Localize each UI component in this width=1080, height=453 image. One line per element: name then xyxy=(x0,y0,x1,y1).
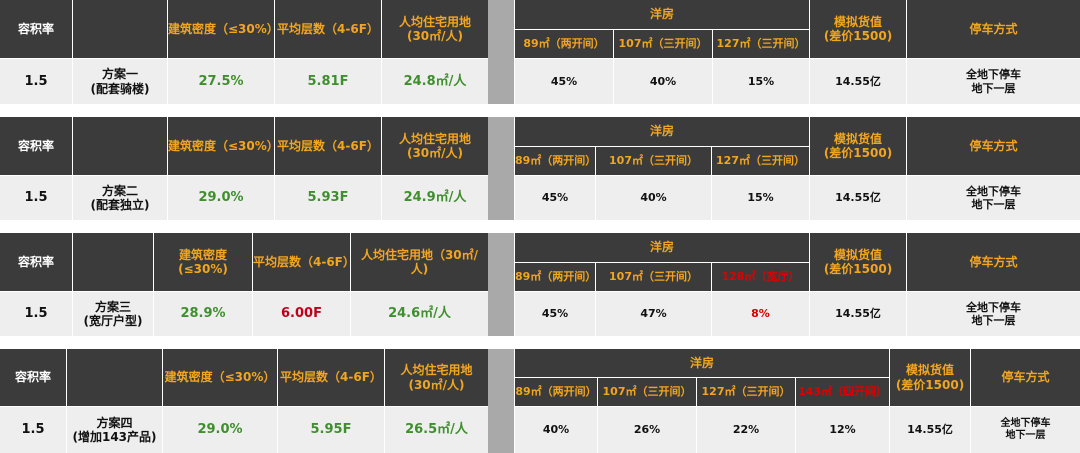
header-far: 容积率 xyxy=(0,233,72,291)
column-separator xyxy=(488,349,514,453)
header-far: 容积率 xyxy=(0,0,72,58)
header-unit-127: 127㎡（三开间） xyxy=(712,147,809,175)
header-yangfang: 洋房 xyxy=(515,349,889,377)
header-scheme-blank xyxy=(73,0,167,58)
land-value: 24.6㎡/人 xyxy=(351,292,488,336)
scheme-name: 方案四 (增加143产品) xyxy=(67,407,162,453)
header-value: 模拟货值 (差价1500) xyxy=(810,0,906,58)
header-land: 人均住宅用地 (30㎡/人) xyxy=(382,117,488,175)
header-density: 建筑密度 (≤30%) xyxy=(154,233,252,291)
header-unit-128: 128㎡（宽厅） xyxy=(712,263,809,291)
header-unit-89: 89㎡（两开间） xyxy=(515,378,597,406)
header-density: 建筑密度（≤30%） xyxy=(168,0,279,58)
parking-value: 全地下停车 地下一层 xyxy=(907,292,1080,336)
header-value: 模拟货值 (差价1500) xyxy=(810,117,906,175)
value-amount: 14.55亿 xyxy=(890,407,970,453)
land-value: 24.8㎡/人 xyxy=(382,59,488,104)
share-89: 45% xyxy=(515,59,613,104)
share-127: 22% xyxy=(697,407,795,453)
scheme-name: 方案一 (配套骑楼) xyxy=(73,59,167,104)
density-value: 29.0% xyxy=(168,176,274,220)
far-value: 1.5 xyxy=(0,292,72,336)
header-floors: 平均层数（4-6F） xyxy=(275,117,381,175)
header-land: 人均住宅用地 (30㎡/人) xyxy=(382,0,488,58)
value-amount: 14.55亿 xyxy=(810,176,906,220)
share-143: 12% xyxy=(796,407,889,453)
header-unit-143: 143㎡（四开间） xyxy=(796,378,889,406)
land-value: 26.5㎡/人 xyxy=(385,407,488,453)
floors-value: 5.93F xyxy=(275,176,381,220)
parking-value: 全地下停车 地下一层 xyxy=(907,176,1080,220)
header-yangfang: 洋房 xyxy=(515,0,809,29)
share-107: 40% xyxy=(596,176,711,220)
header-unit-89: 89㎡（两开间） xyxy=(515,147,596,175)
column-separator xyxy=(488,0,514,104)
share-107: 47% xyxy=(596,292,711,336)
share-128: 8% xyxy=(712,292,809,336)
parking-value: 全地下停车 地下一层 xyxy=(907,59,1080,104)
header-unit-107: 107㎡（三开间） xyxy=(596,147,711,175)
scheme-table-4: 容积率 建筑密度（≤30%） 平均层数（4-6F） 人均住宅用地 (30㎡/人) … xyxy=(0,349,1080,453)
header-parking: 停车方式 xyxy=(971,349,1080,406)
header-far: 容积率 xyxy=(0,117,72,175)
scheme-name: 方案二 (配套独立) xyxy=(73,176,167,220)
header-far: 容积率 xyxy=(0,349,66,406)
header-unit-89: 89㎡（两开间） xyxy=(515,30,613,58)
column-separator xyxy=(488,117,514,220)
density-value: 28.9% xyxy=(154,292,252,336)
header-parking: 停车方式 xyxy=(907,117,1080,175)
header-floors: 平均层数（4-6F） xyxy=(253,233,355,291)
scheme-table-3: 容积率 建筑密度 (≤30%) 平均层数（4-6F） 人均住宅用地（30㎡/人) … xyxy=(0,233,1080,336)
floors-value: 5.81F xyxy=(275,59,381,104)
parking-value: 全地下停车 地下一层 xyxy=(971,407,1080,453)
header-parking: 停车方式 xyxy=(907,0,1080,58)
far-value: 1.5 xyxy=(0,59,72,104)
header-unit-127: 127㎡（三开间） xyxy=(713,30,809,58)
header-yangfang: 洋房 xyxy=(515,117,809,146)
value-amount: 14.55亿 xyxy=(810,292,906,336)
floors-value: 6.00F xyxy=(253,292,350,336)
share-89: 40% xyxy=(515,407,597,453)
header-density: 建筑密度（≤30%） xyxy=(168,117,279,175)
header-unit-107: 107㎡（三开间） xyxy=(598,378,696,406)
share-89: 45% xyxy=(515,292,595,336)
scheme-name: 方案三 (宽厅户型) xyxy=(73,292,153,336)
header-scheme-blank xyxy=(73,233,153,291)
header-unit-89: 89㎡（两开间） xyxy=(515,263,596,291)
header-yangfang: 洋房 xyxy=(515,233,809,262)
header-unit-127: 127㎡（三开间） xyxy=(697,378,795,406)
land-value: 24.9㎡/人 xyxy=(382,176,488,220)
header-scheme-blank xyxy=(67,349,162,406)
header-density: 建筑密度（≤30%） xyxy=(163,349,277,406)
column-separator xyxy=(488,233,514,336)
far-value: 1.5 xyxy=(0,407,66,453)
header-value: 模拟货值 (差价1500) xyxy=(890,349,970,406)
header-land: 人均住宅用地（30㎡/人) xyxy=(351,233,488,291)
header-unit-107: 107㎡（三开间） xyxy=(596,263,711,291)
scheme-table-2: 容积率 建筑密度（≤30%） 平均层数（4-6F） 人均住宅用地 (30㎡/人) … xyxy=(0,117,1080,220)
scheme-table-1: 容积率 建筑密度（≤30%） 平均层数（4-6F） 人均住宅用地 (30㎡/人) … xyxy=(0,0,1080,104)
share-107: 40% xyxy=(614,59,712,104)
header-floors: 平均层数（4-6F） xyxy=(278,349,384,406)
floors-value: 5.95F xyxy=(278,407,384,453)
share-127: 15% xyxy=(713,59,809,104)
header-value: 模拟货值 (差价1500) xyxy=(810,233,906,291)
header-floors: 平均层数（4-6F） xyxy=(275,0,381,58)
far-value: 1.5 xyxy=(0,176,72,220)
share-127: 15% xyxy=(712,176,809,220)
header-land: 人均住宅用地 (30㎡/人) xyxy=(385,349,488,406)
share-107: 26% xyxy=(598,407,696,453)
share-89: 45% xyxy=(515,176,595,220)
header-parking: 停车方式 xyxy=(907,233,1080,291)
density-value: 29.0% xyxy=(163,407,277,453)
density-value: 27.5% xyxy=(168,59,274,104)
header-unit-107: 107㎡（三开间） xyxy=(614,30,712,58)
header-scheme-blank xyxy=(73,117,167,175)
value-amount: 14.55亿 xyxy=(810,59,906,104)
